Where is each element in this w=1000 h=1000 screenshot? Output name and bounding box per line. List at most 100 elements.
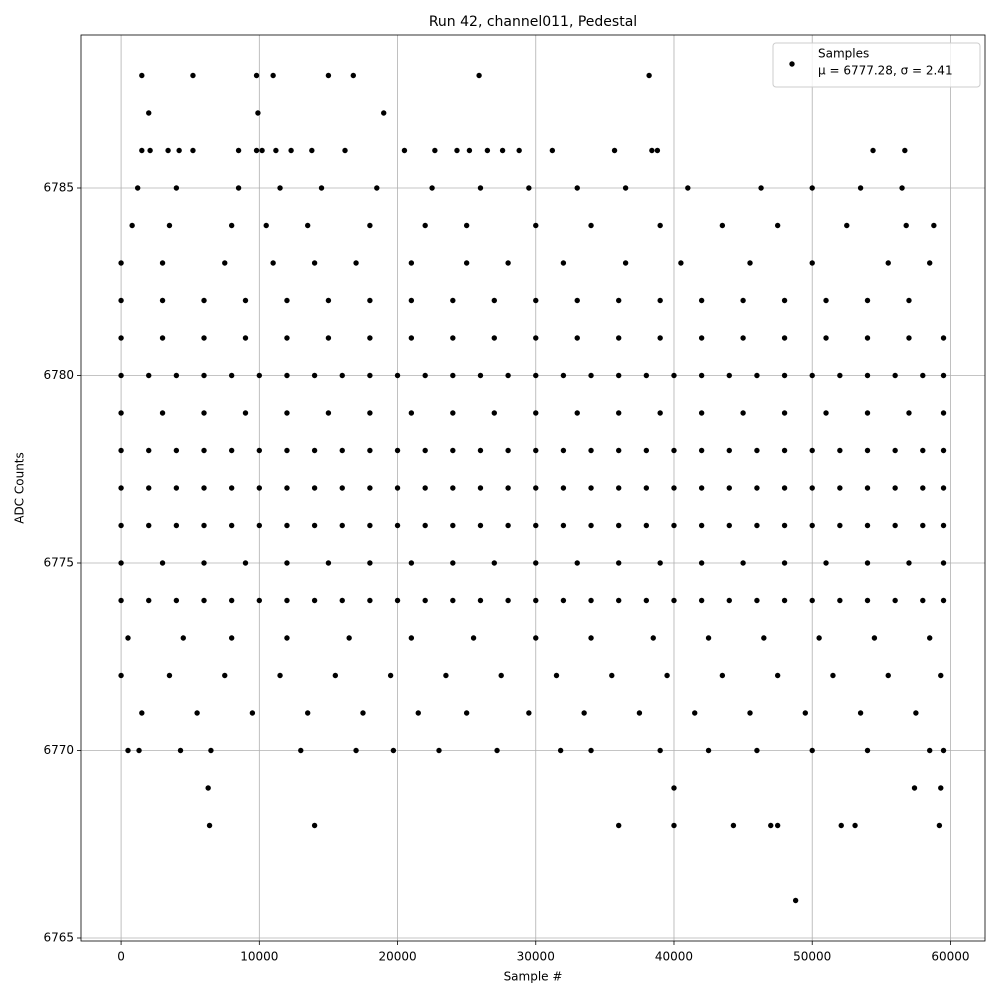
data-point: [588, 447, 594, 454]
data-point: [671, 447, 677, 454]
data-point: [920, 447, 926, 454]
data-point: [228, 447, 235, 454]
data-point: [747, 260, 753, 266]
data-point: [125, 635, 131, 641]
data-point: [781, 485, 788, 491]
data-point: [270, 72, 276, 79]
data-point: [235, 185, 242, 191]
data-point: [499, 147, 506, 154]
data-point: [906, 410, 912, 416]
data-point: [533, 522, 539, 529]
data-point: [940, 335, 947, 341]
data-point: [118, 447, 124, 454]
data-point: [201, 297, 207, 304]
data-point: [422, 597, 428, 604]
data-point: [864, 747, 871, 754]
data-point: [339, 372, 345, 379]
data-point: [339, 447, 345, 454]
data-point: [761, 635, 767, 641]
data-point: [892, 372, 898, 379]
data-point: [533, 560, 539, 566]
data-point: [284, 485, 290, 491]
data-point: [173, 522, 180, 529]
data-point: [671, 485, 677, 491]
data-point: [588, 597, 594, 604]
data-point: [284, 560, 290, 566]
data-point: [557, 747, 564, 754]
data-point: [429, 185, 435, 191]
data-point: [491, 410, 497, 416]
data-point: [505, 260, 511, 266]
data-point: [864, 447, 871, 454]
x-tick-label: 10000: [240, 950, 278, 964]
data-point: [381, 110, 387, 116]
data-point: [864, 597, 871, 604]
data-point: [698, 597, 705, 604]
data-point: [809, 597, 815, 604]
data-point: [206, 822, 213, 829]
data-point: [698, 560, 705, 566]
data-point: [450, 410, 456, 416]
data-point: [374, 185, 380, 191]
data-point: [235, 147, 242, 154]
data-point: [754, 747, 760, 754]
data-point: [837, 447, 843, 454]
data-point: [698, 485, 705, 491]
y-tick-label: 6765: [43, 931, 74, 945]
data-point: [671, 785, 677, 791]
data-point: [906, 335, 912, 341]
chart-title: Run 42, channel011, Pedestal: [429, 14, 637, 30]
data-point: [927, 747, 933, 754]
data-point: [616, 410, 622, 416]
data-point: [726, 597, 732, 604]
data-point: [533, 297, 539, 304]
data-point: [270, 260, 276, 266]
data-point: [118, 522, 124, 529]
data-point: [533, 335, 539, 341]
data-point: [309, 147, 315, 154]
data-point: [830, 672, 836, 679]
data-point: [194, 710, 200, 716]
data-point: [159, 335, 166, 341]
data-point: [147, 147, 153, 154]
data-point: [526, 185, 532, 191]
data-point: [560, 372, 567, 379]
data-point: [899, 185, 905, 191]
data-point: [940, 447, 947, 454]
data-point: [692, 710, 698, 716]
data-point: [201, 597, 207, 604]
data-point: [432, 147, 438, 154]
data-point: [940, 560, 947, 566]
data-point: [650, 635, 656, 641]
data-point: [657, 335, 663, 341]
data-point: [477, 185, 484, 191]
data-point: [463, 222, 470, 229]
legend-box: [772, 42, 981, 88]
data-point: [256, 447, 263, 454]
data-point: [698, 335, 705, 341]
data-point: [325, 410, 332, 416]
data-point: [477, 447, 484, 454]
data-point: [311, 447, 318, 454]
data-point: [516, 147, 522, 154]
data-point: [139, 147, 145, 154]
data-point: [698, 372, 705, 379]
data-point: [284, 410, 290, 416]
data-point: [255, 110, 261, 116]
data-point: [616, 335, 622, 341]
data-point: [781, 597, 788, 604]
axes-frame: [80, 34, 986, 942]
data-point: [864, 560, 871, 566]
data-point: [809, 372, 815, 379]
data-point: [730, 822, 737, 829]
data-point: [367, 560, 373, 566]
data-point: [560, 597, 567, 604]
data-point: [940, 410, 947, 416]
data-point: [177, 747, 184, 754]
data-point: [781, 522, 788, 529]
data-point: [256, 597, 263, 604]
data-point: [353, 747, 359, 754]
data-point: [205, 785, 211, 791]
data-point: [657, 297, 663, 304]
data-point: [367, 297, 373, 304]
